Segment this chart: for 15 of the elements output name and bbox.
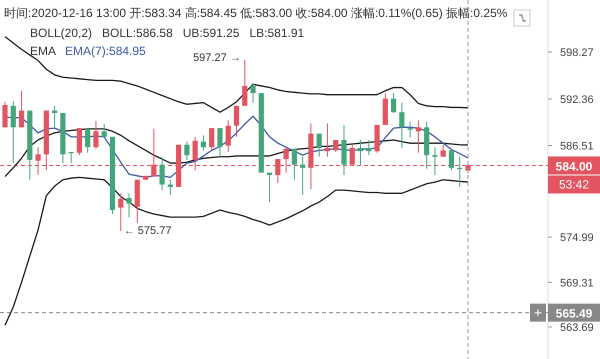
- title: 时间:2020-12-16 13:00 开:583.34 高:584.45 低:583.00 收:584.00 涨幅:0.11%(0.65) 振幅:0.25%: [4, 6, 508, 20]
- ref-label: 565.49: [556, 306, 592, 321]
- legend-row: EMA EMA(7):584.95: [30, 44, 146, 58]
- ytick: 563.69: [560, 322, 594, 334]
- ytick: 574.99: [560, 232, 594, 244]
- annotation-low: ← 575.77: [124, 224, 172, 237]
- ytick: 569.31: [560, 277, 594, 290]
- annotation-high: 597.27 →: [193, 52, 241, 64]
- ref-label: 584.00: [556, 159, 592, 174]
- ytick: 586.51: [560, 140, 594, 152]
- button-plus: +: [534, 304, 542, 321]
- subtitle: BOLL(20,2) BOLL:586.58 UB:591.25 LB:581.91: [30, 26, 304, 40]
- countdown: 53:42: [558, 177, 590, 192]
- ytick: 598.27: [560, 47, 594, 59]
- ytick: 592.36: [560, 94, 594, 106]
